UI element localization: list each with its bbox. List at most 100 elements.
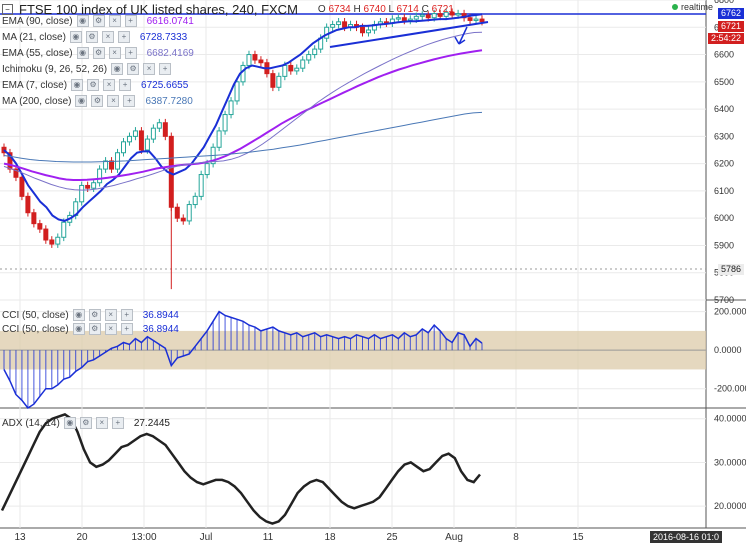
more-icon[interactable]: + <box>120 323 133 335</box>
delete-icon[interactable]: × <box>108 15 121 27</box>
candle <box>126 135 132 143</box>
settings-icon[interactable]: ⚙ <box>85 31 98 43</box>
chart-header: − FTSE 100 index of UK listed shares, 24… <box>2 2 454 17</box>
candle <box>395 17 401 20</box>
candle <box>121 141 126 154</box>
crosshair-price-label: 5786 <box>717 264 744 275</box>
candle <box>449 11 455 16</box>
candle <box>192 195 198 206</box>
adx-legend: ADX (14, 14) ◉ ⚙ × + 27.2445 <box>2 416 170 430</box>
x-tick-label: 11 <box>263 532 274 543</box>
eye-icon[interactable]: ◉ <box>72 309 85 321</box>
settings-icon[interactable]: ⚙ <box>87 79 100 91</box>
legend-name: MA (21, close) <box>2 31 66 43</box>
more-icon[interactable]: + <box>111 417 124 429</box>
eye-icon[interactable]: ◉ <box>76 15 89 27</box>
candle <box>240 64 246 83</box>
candle <box>37 223 43 230</box>
legend-row: EMA (55, close) ◉ ⚙ × +6682.4169 <box>2 46 194 60</box>
settings-icon[interactable]: ⚙ <box>92 15 105 27</box>
delete-icon[interactable]: × <box>143 63 156 75</box>
settings-icon[interactable]: ⚙ <box>88 323 101 335</box>
realtime-dot-icon <box>672 4 678 10</box>
y-tick-label: 20.0000 <box>714 501 746 511</box>
legend-name: EMA (55, close) <box>2 47 73 59</box>
x-tick-label: 13:00 <box>131 532 156 543</box>
eye-icon[interactable]: ◉ <box>75 95 88 107</box>
adx-legend-value: 27.2445 <box>133 417 170 429</box>
candle <box>306 54 312 61</box>
cci-legend-value: 36.8944 <box>142 323 179 335</box>
candle <box>407 18 413 21</box>
candle <box>443 11 449 17</box>
candle <box>437 13 443 17</box>
realtime-label: realtime <box>681 2 714 12</box>
eye-icon[interactable]: ◉ <box>111 63 124 75</box>
candle <box>216 130 222 148</box>
settings-icon[interactable]: ⚙ <box>79 417 92 429</box>
cci-legend-value: 36.8944 <box>142 309 179 321</box>
arrow-annotation <box>454 26 468 45</box>
more-icon[interactable]: + <box>119 79 132 91</box>
candle <box>61 221 67 238</box>
series-line <box>3 49 483 181</box>
y-tick-label: 200.0000 <box>714 307 746 317</box>
settings-icon[interactable]: ⚙ <box>92 47 105 59</box>
more-icon[interactable]: + <box>124 15 137 27</box>
legend-value: 6682.4169 <box>146 47 194 59</box>
candle <box>7 152 13 170</box>
more-icon[interactable]: + <box>159 63 172 75</box>
more-icon[interactable]: + <box>124 47 137 59</box>
delete-icon[interactable]: × <box>95 417 108 429</box>
settings-icon[interactable]: ⚙ <box>88 309 101 321</box>
date-box: 2016-08-16 01:0 <box>650 531 723 543</box>
realtime-indicator: realtime <box>672 2 713 12</box>
x-tick-label: Aug <box>445 532 463 543</box>
candle <box>25 195 31 214</box>
candle <box>103 160 109 170</box>
candle <box>282 64 288 77</box>
eye-icon[interactable]: ◉ <box>76 47 89 59</box>
adx-legend-name: ADX (14, 14) <box>2 417 60 429</box>
y-tick-label: 6100 <box>714 186 734 196</box>
y-tick-label: 6300 <box>714 131 734 141</box>
candle <box>85 184 91 189</box>
candle <box>150 127 156 140</box>
delete-icon[interactable]: × <box>103 79 116 91</box>
legend-name: MA (200, close) <box>2 95 72 107</box>
eye-icon[interactable]: ◉ <box>71 79 84 91</box>
more-icon[interactable]: + <box>120 309 133 321</box>
eye-icon[interactable]: ◉ <box>72 323 85 335</box>
settings-icon[interactable]: ⚙ <box>127 63 140 75</box>
candle <box>186 204 192 222</box>
delete-icon[interactable]: × <box>107 95 120 107</box>
delete-icon[interactable]: × <box>108 47 121 59</box>
candle <box>467 17 473 21</box>
candle <box>360 26 365 34</box>
y-tick-label: 30.0000 <box>714 457 746 467</box>
y-tick-label: 0.0000 <box>714 345 742 355</box>
candle <box>365 29 371 34</box>
candle <box>300 59 306 69</box>
series-line <box>3 111 483 163</box>
delete-icon[interactable]: × <box>104 309 117 321</box>
eye-icon[interactable]: ◉ <box>69 31 82 43</box>
candle <box>419 14 425 17</box>
candle <box>455 13 461 16</box>
candle <box>413 15 419 20</box>
cci-legend-name: CCI (50, close) <box>2 309 69 321</box>
delete-icon[interactable]: × <box>101 31 114 43</box>
candle <box>198 174 204 197</box>
candle <box>31 212 37 225</box>
legend-value: 6728.7333 <box>139 31 188 43</box>
more-icon[interactable]: + <box>123 95 136 107</box>
candle <box>49 239 55 245</box>
legend-value: 6387.7280 <box>145 95 193 107</box>
candle <box>55 236 61 245</box>
eye-icon[interactable]: ◉ <box>63 417 76 429</box>
delete-icon[interactable]: × <box>104 323 117 335</box>
more-icon[interactable]: + <box>117 31 130 43</box>
settings-icon[interactable]: ⚙ <box>91 95 104 107</box>
collapse-icon[interactable]: − <box>2 4 13 15</box>
